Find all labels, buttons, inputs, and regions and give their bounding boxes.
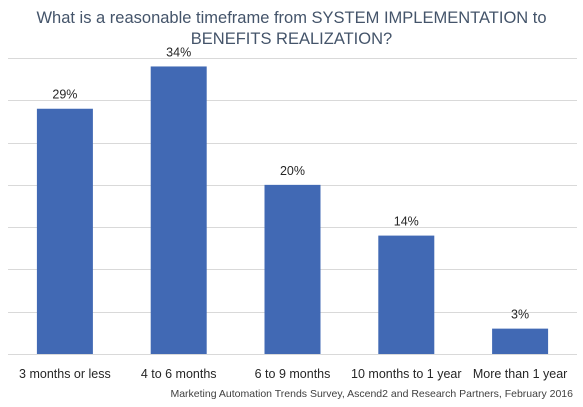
- source-note: Marketing Automation Trends Survey, Asce…: [170, 388, 573, 400]
- x-tick-label: 6 to 9 months: [255, 367, 331, 381]
- data-label: 29%: [52, 88, 77, 102]
- bar: [264, 184, 321, 354]
- bar: [150, 66, 207, 354]
- x-tick-label: More than 1 year: [473, 367, 568, 381]
- data-label: 3%: [511, 308, 529, 322]
- bar: [378, 235, 435, 354]
- x-tick-label: 10 months to 1 year: [351, 367, 461, 381]
- x-tick-label: 3 months or less: [19, 367, 111, 381]
- data-label: 20%: [280, 164, 305, 178]
- data-label: 34%: [166, 45, 191, 59]
- chart-title-line-1: What is a reasonable timeframe from SYST…: [36, 9, 547, 27]
- data-label: 14%: [394, 215, 419, 229]
- chart-title: What is a reasonable timeframe from SYST…: [0, 8, 583, 50]
- chart-title-line-2: BENEFITS REALIZATION?: [190, 30, 393, 48]
- x-tick-label: 4 to 6 months: [141, 367, 217, 381]
- bar: [36, 108, 93, 354]
- bar: [492, 328, 549, 354]
